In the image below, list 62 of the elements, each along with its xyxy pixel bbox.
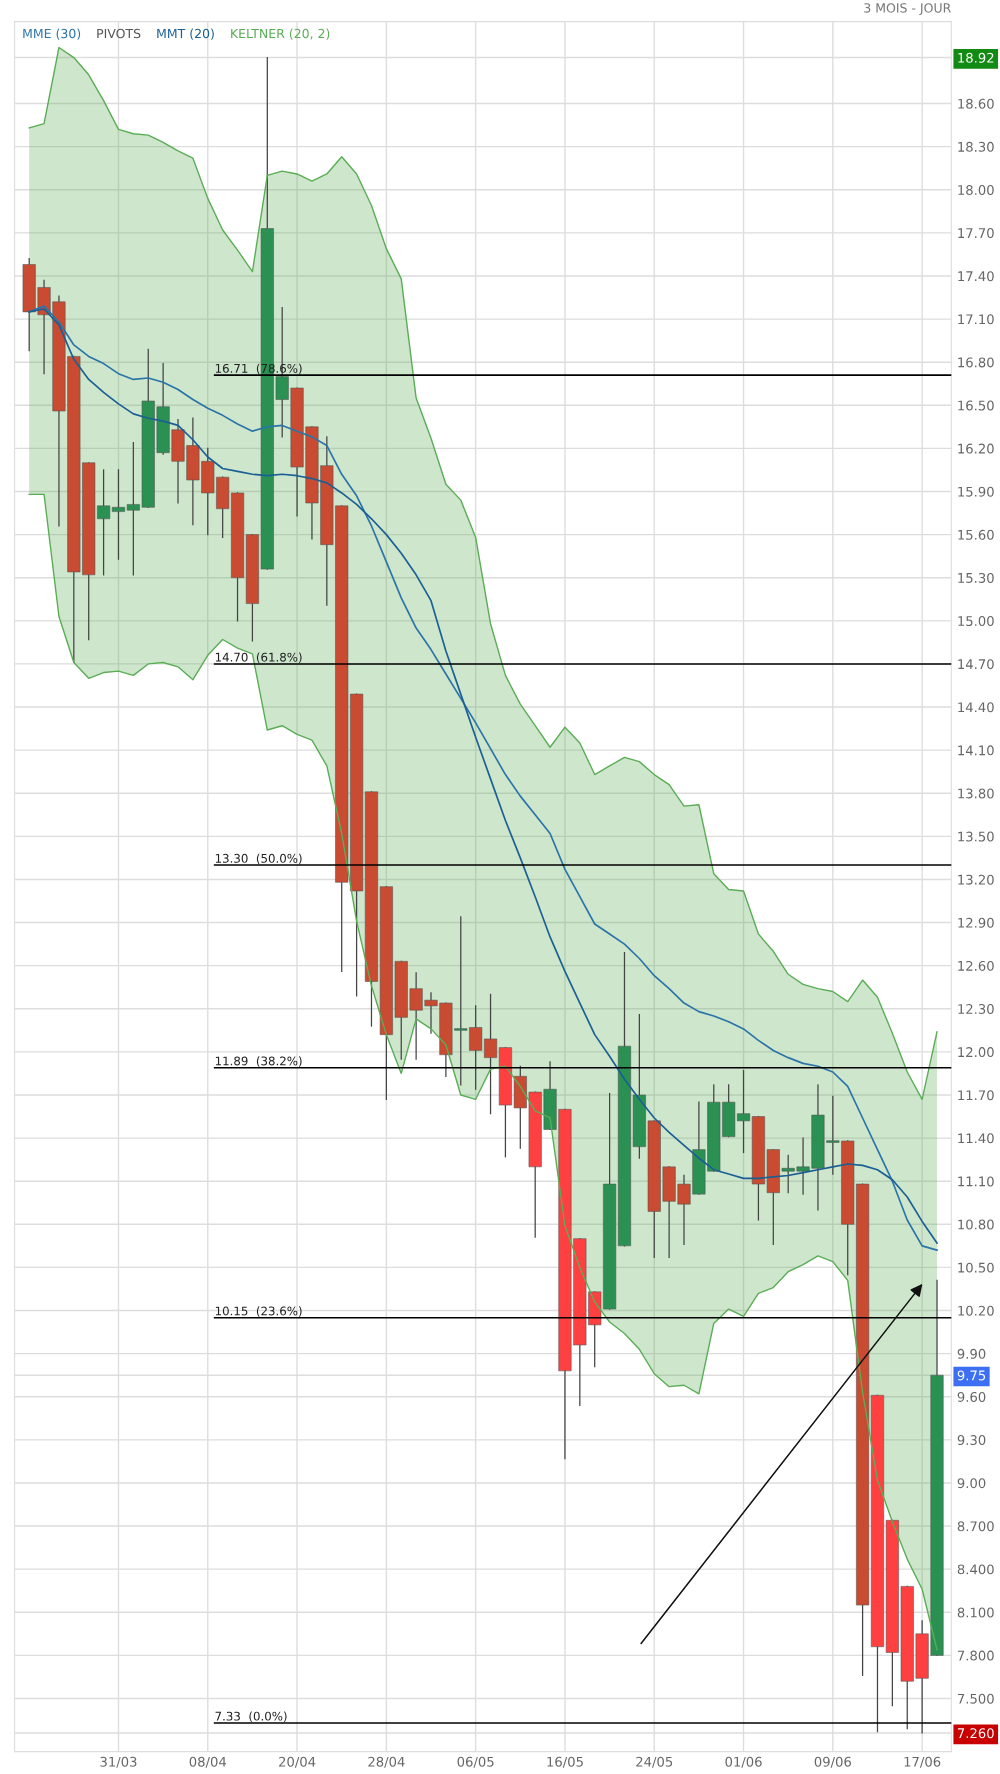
y-tick-label: 7.500 <box>957 1693 994 1704</box>
ref-line-label: 11.89 (38.2%) <box>215 1056 302 1067</box>
y-tick-label: 9.75 <box>957 1370 986 1381</box>
y-tick-label: 18.92 <box>958 52 994 63</box>
x-tick-label: 20/04 <box>279 1756 316 1768</box>
y-tick-label: 12.60 <box>958 960 994 971</box>
y-tick-label: 11.40 <box>958 1133 994 1144</box>
ref-line-label: 14.70 (61.8%) <box>215 652 302 664</box>
ref-line-label: 7.33 (0.0%) <box>215 1711 287 1723</box>
chart-subtitle: 3 MOIS - JOUR <box>864 3 951 15</box>
y-tick-label: 11.70 <box>958 1090 994 1101</box>
y-tick-label: 10.50 <box>958 1262 994 1273</box>
y-tick-label: 15.60 <box>958 529 994 540</box>
y-tick-label: 11.10 <box>958 1176 994 1187</box>
y-tick-label: 16.80 <box>958 357 994 368</box>
y-tick-label: 16.20 <box>958 443 994 454</box>
x-tick-label: 06/05 <box>457 1756 494 1768</box>
y-tick-label: 9.90 <box>957 1348 986 1359</box>
y-tick-label: 9.30 <box>957 1435 986 1446</box>
y-tick-label: 7.800 <box>957 1650 994 1661</box>
x-tick-label: 31/03 <box>100 1756 137 1768</box>
x-tick-label: 28/04 <box>368 1756 405 1768</box>
y-tick-label: 13.50 <box>958 831 994 842</box>
y-tick-label: 10.20 <box>958 1305 994 1316</box>
y-tick-label: 12.30 <box>958 1004 994 1014</box>
y-tick-label: 17.70 <box>958 228 994 239</box>
y-tick-label: 15.90 <box>958 486 994 497</box>
text: MME (30) <box>23 28 81 40</box>
x-tick-label: 17/06 <box>904 1756 941 1768</box>
y-tick-label: 18.00 <box>958 184 994 195</box>
x-tick-label: 01/06 <box>725 1756 762 1768</box>
y-tick-label: 7.260 <box>957 1728 994 1739</box>
ref-line-label: 10.15 (23.6%) <box>215 1306 302 1317</box>
annotation: PIVOTS <box>97 28 141 39</box>
y-tick-label: 14.40 <box>958 702 994 713</box>
y-tick-label: 15.30 <box>958 572 994 583</box>
y-tick-label: 8.400 <box>957 1564 994 1575</box>
y-tick-label: 8.100 <box>957 1607 994 1618</box>
x-tick-label: 16/05 <box>547 1756 583 1768</box>
x-tick-label: 08/04 <box>189 1756 227 1768</box>
y-tick-label: 17.40 <box>958 271 994 282</box>
y-tick-label: 14.10 <box>958 745 994 756</box>
y-tick-label: 13.20 <box>958 874 994 885</box>
y-tick-label: 18.30 <box>958 141 994 152</box>
y-tick-label: 8.700 <box>957 1521 994 1532</box>
line-series <box>28 493 938 1651</box>
y-tick-label: 12.00 <box>958 1047 994 1058</box>
y-tick-label: 12.90 <box>958 917 994 928</box>
y-tick-label: 9.60 <box>957 1391 986 1402</box>
y-tick-label: 17.10 <box>958 314 994 325</box>
y-tick-label: 16.50 <box>958 400 994 411</box>
y-tick-label: 10.80 <box>958 1219 994 1230</box>
x-tick-label: 24/05 <box>636 1756 673 1768</box>
text: KELTNER (20, 2) <box>231 28 330 40</box>
y-tick-label: 15.00 <box>958 616 994 627</box>
x-tick-label: 09/06 <box>814 1756 852 1768</box>
y-tick-label: 14.70 <box>958 659 994 670</box>
y-tick-label: 9.00 <box>957 1478 986 1489</box>
y-tick-label: 18.60 <box>958 98 994 109</box>
ref-line-label: 13.30 (50.0%) <box>215 853 302 865</box>
y-tick-label: 13.80 <box>958 788 994 799</box>
text: MMT (20) <box>157 28 214 40</box>
